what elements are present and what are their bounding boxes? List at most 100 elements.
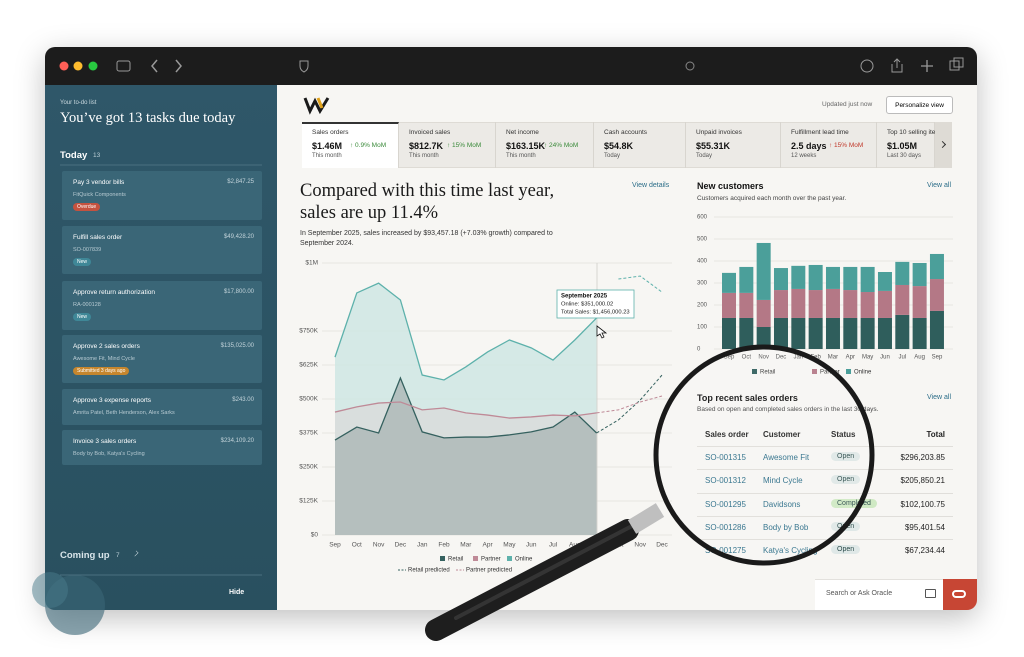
eyebrow: Your to-do list <box>60 100 97 106</box>
tooltip-title: September 2025 <box>561 294 608 300</box>
kpi-change: ↑ 24% MoM <box>544 142 579 149</box>
bar-segment <box>739 317 754 349</box>
download-icon[interactable] <box>860 59 874 73</box>
hide-button[interactable]: Hide <box>229 589 245 596</box>
order-link[interactable]: SO-001312 <box>705 476 746 486</box>
order-link[interactable]: SO-001295 <box>705 499 746 509</box>
coming-up-count: 7 <box>116 552 120 559</box>
kpi-card[interactable] <box>686 122 781 168</box>
search-box[interactable] <box>815 579 943 610</box>
order-total: $296,203.85 <box>900 453 946 462</box>
customer-link[interactable]: Mind Cycle <box>763 476 803 486</box>
customers-view-all[interactable]: View all <box>927 182 951 189</box>
bar-segment <box>912 286 927 318</box>
customer-link[interactable]: Davidsons <box>763 499 801 509</box>
x-tick-label: Nov <box>634 542 646 549</box>
new-tab-icon[interactable] <box>921 60 933 72</box>
orders-view-all[interactable]: View all <box>927 394 951 401</box>
kpi-card[interactable] <box>877 122 935 168</box>
logo <box>316 97 324 109</box>
bar-segment <box>895 284 910 315</box>
back-icon[interactable] <box>151 59 158 73</box>
kpi-value: $54.8K <box>604 141 634 151</box>
close-button[interactable] <box>59 61 69 71</box>
orders-title: Top recent sales orders <box>697 393 798 403</box>
y-tick-label: $125K <box>299 498 318 505</box>
column-header: Total <box>926 430 945 439</box>
oracle-button[interactable] <box>943 579 977 610</box>
bar-segment <box>843 317 858 349</box>
bar-segment <box>843 266 858 291</box>
legend-label: Retail <box>448 557 463 563</box>
bar-segment <box>773 268 788 291</box>
kpi-card[interactable] <box>594 122 686 168</box>
legend-swatch <box>752 369 757 374</box>
customer-link[interactable]: Awesome Fit <box>763 453 810 462</box>
task-card[interactable] <box>62 226 262 274</box>
forward-icon[interactable] <box>175 59 182 73</box>
task-amount: $234,109.20 <box>220 438 254 444</box>
status-pill: Open <box>831 521 861 531</box>
task-card[interactable] <box>62 430 262 465</box>
kpi-label: Fulfillment lead time <box>791 129 849 136</box>
tooltip-line: Online: $351,000.02 <box>561 302 613 308</box>
task-detail: Amrita Patel, Beth Henderson, Alex Sarks <box>73 410 175 416</box>
bar-segment <box>877 290 892 318</box>
kpi-period: This month <box>312 153 342 159</box>
task-amount: $243.00 <box>232 397 254 403</box>
bar-segment <box>929 253 944 280</box>
bar-segment <box>791 317 806 349</box>
order-link[interactable]: SO-001315 <box>705 453 746 462</box>
y-tick-label: $500K <box>299 396 318 403</box>
customer-link[interactable]: Katya's Cycling <box>763 546 818 556</box>
view-details-link[interactable]: View details <box>632 182 670 189</box>
row-divider <box>697 469 953 471</box>
customer-link[interactable]: Body by Bob <box>763 522 809 532</box>
task-card[interactable] <box>62 171 262 220</box>
task-card[interactable] <box>62 281 262 330</box>
share-icon[interactable] <box>891 58 903 73</box>
kpi-card[interactable] <box>781 122 877 168</box>
task-card[interactable] <box>62 335 262 383</box>
y-tick-label: $1M <box>305 260 318 267</box>
x-tick-label: Apr <box>846 355 855 361</box>
order-total: $205,850.21 <box>900 476 946 486</box>
row-divider <box>697 446 953 447</box>
oracle-logo <box>952 590 966 598</box>
zoom-button[interactable] <box>88 61 98 71</box>
x-tick-label: Jul <box>898 355 906 361</box>
title-bar <box>45 47 977 85</box>
sidebar-icon[interactable] <box>116 60 131 72</box>
bar-segment <box>808 317 823 349</box>
kpi-card[interactable] <box>399 122 496 168</box>
order-link[interactable]: SO-001286 <box>705 522 746 532</box>
bar-segment <box>929 279 944 311</box>
personalize-button[interactable]: Personalize view <box>886 96 953 114</box>
area <box>335 378 597 535</box>
kpi-card[interactable] <box>496 122 594 168</box>
order-total: $102,100.75 <box>900 499 946 509</box>
task-detail: FitQuick Components <box>73 192 126 198</box>
y-tick-label: 300 <box>697 281 708 287</box>
order-link[interactable]: SO-001275 <box>705 546 746 556</box>
x-tick-label: Jul <box>549 542 558 549</box>
bar-segment <box>860 266 875 293</box>
reload-icon[interactable] <box>685 61 695 71</box>
y-tick-label: $625K <box>299 362 318 369</box>
kpi-strip <box>302 122 952 168</box>
minimize-button[interactable] <box>73 61 83 71</box>
task-card[interactable] <box>62 389 262 425</box>
task-title: Approve 3 expense reports <box>73 397 152 404</box>
x-tick-label: Oct <box>613 542 623 549</box>
x-tick-label: Dec <box>776 355 787 361</box>
predicted-line <box>596 395 663 414</box>
kpi-period: This month <box>409 153 439 159</box>
y-tick-label: 200 <box>697 303 708 309</box>
kpi-next[interactable] <box>935 122 952 168</box>
column-header: Customer <box>763 430 801 439</box>
y-tick-label: 500 <box>697 237 708 243</box>
x-tick-label: Mar <box>828 355 838 361</box>
y-tick-label: 600 <box>697 215 708 221</box>
kpi-card[interactable] <box>302 122 399 168</box>
